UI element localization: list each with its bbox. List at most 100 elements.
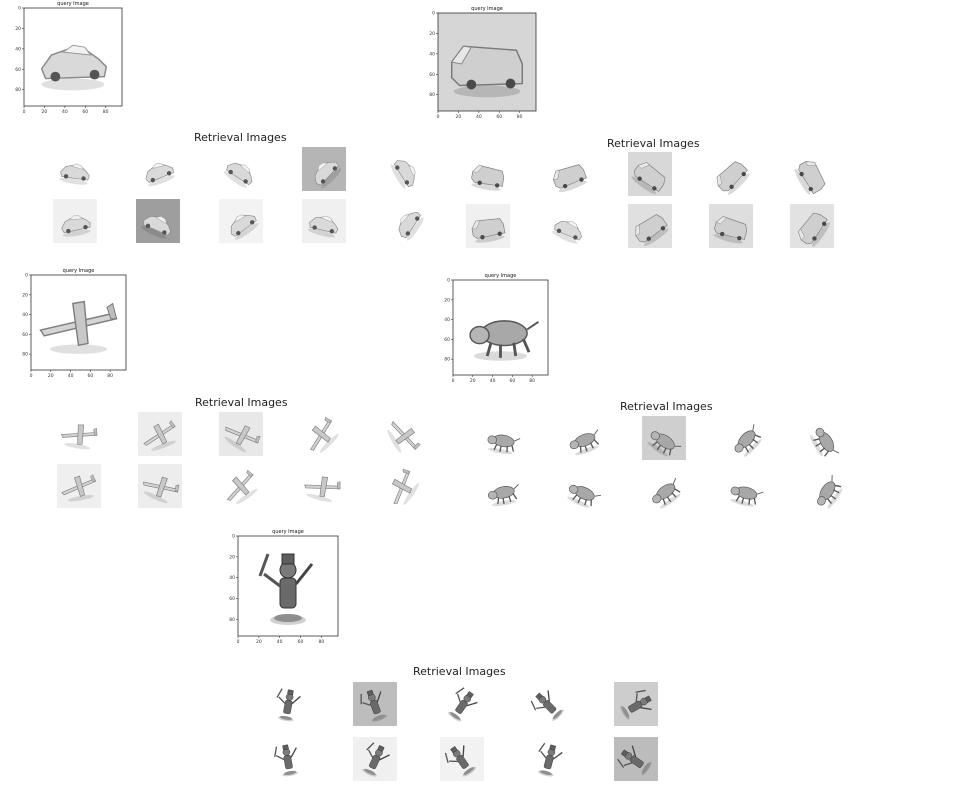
y-tick-label: 20: [15, 26, 21, 32]
y-tick-label: 80: [444, 357, 450, 363]
plot-frame: [237, 535, 339, 637]
y-tick-label: 0: [25, 273, 28, 279]
retrieval-thumbnail-car-icon: [302, 147, 346, 191]
retrieval-thumbnail-figure-icon: [527, 682, 571, 726]
query-title: query Image: [471, 6, 503, 12]
y-tick-label: 60: [444, 337, 450, 343]
x-tick-label: 0: [30, 373, 33, 379]
retrieval-thumbnail-airplane-icon: [219, 412, 263, 456]
y-tick-label: 60: [22, 332, 28, 338]
airplane-icon: [31, 275, 127, 370]
retrieval-thumbnail-animal-icon: [480, 416, 524, 460]
retrieval-thumbnail-airplane-icon: [138, 412, 182, 456]
x-tick-label: 40: [68, 373, 74, 379]
x-tick-label: 0: [437, 114, 440, 120]
retrieval-thumbnail-car-icon: [219, 147, 263, 191]
retrieval-thumbnail-van-icon: [709, 204, 753, 248]
retrieval-thumbnail-figure-icon: [353, 737, 397, 781]
query-plot: query Image 0 20 40 60 80 0 20 40 60 80: [22, 267, 132, 380]
y-tick-label: 20: [22, 292, 28, 298]
figure-icon: [238, 536, 338, 636]
retrieval-title: Retrieval Images: [607, 137, 700, 150]
retrieval-title: Retrieval Images: [195, 396, 288, 409]
x-tick-label: 20: [42, 109, 48, 115]
y-tick-label: 20: [444, 297, 450, 303]
x-tick-label: 60: [88, 373, 94, 379]
x-tick-label: 0: [23, 109, 26, 115]
retrieval-thumbnail-animal-icon: [723, 416, 767, 460]
retrieval-title: Retrieval Images: [413, 665, 506, 678]
query-plot: query Image 0 20 40 60 80 0 20 40 60 80: [15, 0, 128, 116]
plot-frame: [23, 7, 123, 107]
x-tick-label: 40: [277, 639, 283, 645]
retrieval-thumbnail-airplane-icon: [381, 412, 425, 456]
y-tick-label: 60: [15, 67, 21, 73]
x-tick-label: 60: [298, 639, 304, 645]
x-tick-label: 0: [237, 639, 240, 645]
y-tick-label: 80: [429, 92, 435, 98]
x-tick-label: 20: [256, 639, 262, 645]
retrieval-thumbnail-figure-icon: [440, 682, 484, 726]
retrieval-thumbnail-animal-icon: [642, 468, 686, 512]
query-title: query Image: [57, 1, 89, 7]
retrieval-thumbnail-car-icon: [53, 199, 97, 243]
retrieval-title: Retrieval Images: [194, 131, 287, 144]
retrieval-thumbnail-van-icon: [790, 204, 834, 248]
x-tick-label: 20: [48, 373, 54, 379]
y-tick-label: 80: [229, 617, 235, 623]
query-plot: query Image 0 20 40 60 80 0 20 40 60 80: [229, 528, 344, 646]
van-icon: [438, 13, 536, 111]
y-tick-label: 20: [229, 554, 235, 560]
retrieval-thumbnail-car-icon: [547, 204, 591, 248]
x-tick-label: 60: [82, 109, 88, 115]
retrieval-thumbnail-airplane-icon: [219, 464, 263, 508]
y-tick-label: 40: [22, 312, 28, 318]
x-tick-label: 80: [529, 378, 535, 384]
retrieval-thumbnail-van-icon: [628, 152, 672, 196]
x-tick-label: 20: [470, 378, 476, 384]
retrieval-thumbnail-figure-icon: [266, 737, 310, 781]
retrieval-thumbnail-animal-icon: [480, 468, 524, 512]
retrieval-thumbnail-van-icon: [709, 152, 753, 196]
retrieval-thumbnail-airplane-icon: [381, 464, 425, 508]
y-tick-label: 40: [429, 51, 435, 57]
retrieval-thumbnail-car-icon: [136, 147, 180, 191]
x-tick-label: 40: [476, 114, 482, 120]
query-plot: query Image 0 20 40 60 80 0 20 40 60 80: [429, 5, 542, 121]
retrieval-thumbnail-animal-icon: [642, 416, 686, 460]
retrieval-thumbnail-car-icon: [219, 199, 263, 243]
retrieval-thumbnail-car-icon: [385, 147, 429, 191]
retrieval-thumbnail-figure-icon: [353, 682, 397, 726]
retrieval-thumbnail-figure-icon: [614, 682, 658, 726]
y-tick-label: 80: [22, 352, 28, 358]
retrieval-thumbnail-car-icon: [53, 147, 97, 191]
retrieval-thumbnail-car-icon: [385, 199, 429, 243]
retrieval-thumbnail-car-icon: [302, 199, 346, 243]
y-tick-label: 60: [429, 72, 435, 78]
retrieval-thumbnail-animal-icon: [561, 468, 605, 512]
retrieval-thumbnail-animal-icon: [723, 468, 767, 512]
y-tick-label: 0: [18, 6, 21, 12]
x-tick-label: 60: [510, 378, 516, 384]
x-tick-label: 40: [62, 109, 68, 115]
retrieval-thumbnail-airplane-icon: [300, 412, 344, 456]
query-title: query Image: [272, 529, 304, 535]
x-tick-label: 80: [107, 373, 113, 379]
retrieval-thumbnail-animal-icon: [561, 416, 605, 460]
query-plot: query Image 0 20 40 60 80 0 20 40 60 80: [444, 272, 554, 385]
x-tick-label: 80: [318, 639, 324, 645]
retrieval-thumbnail-van-icon: [547, 152, 591, 196]
retrieval-thumbnail-animal-icon: [804, 416, 848, 460]
plot-frame: [452, 279, 549, 376]
car-icon: [24, 8, 122, 106]
retrieval-thumbnail-car-icon: [136, 199, 180, 243]
x-tick-label: 40: [490, 378, 496, 384]
y-tick-label: 0: [447, 278, 450, 284]
x-tick-label: 60: [496, 114, 502, 120]
y-tick-label: 40: [229, 575, 235, 581]
y-tick-label: 20: [429, 31, 435, 37]
query-title: query Image: [485, 273, 517, 279]
animal-icon: [453, 280, 548, 375]
retrieval-thumbnail-airplane-icon: [300, 464, 344, 508]
x-tick-label: 0: [452, 378, 455, 384]
